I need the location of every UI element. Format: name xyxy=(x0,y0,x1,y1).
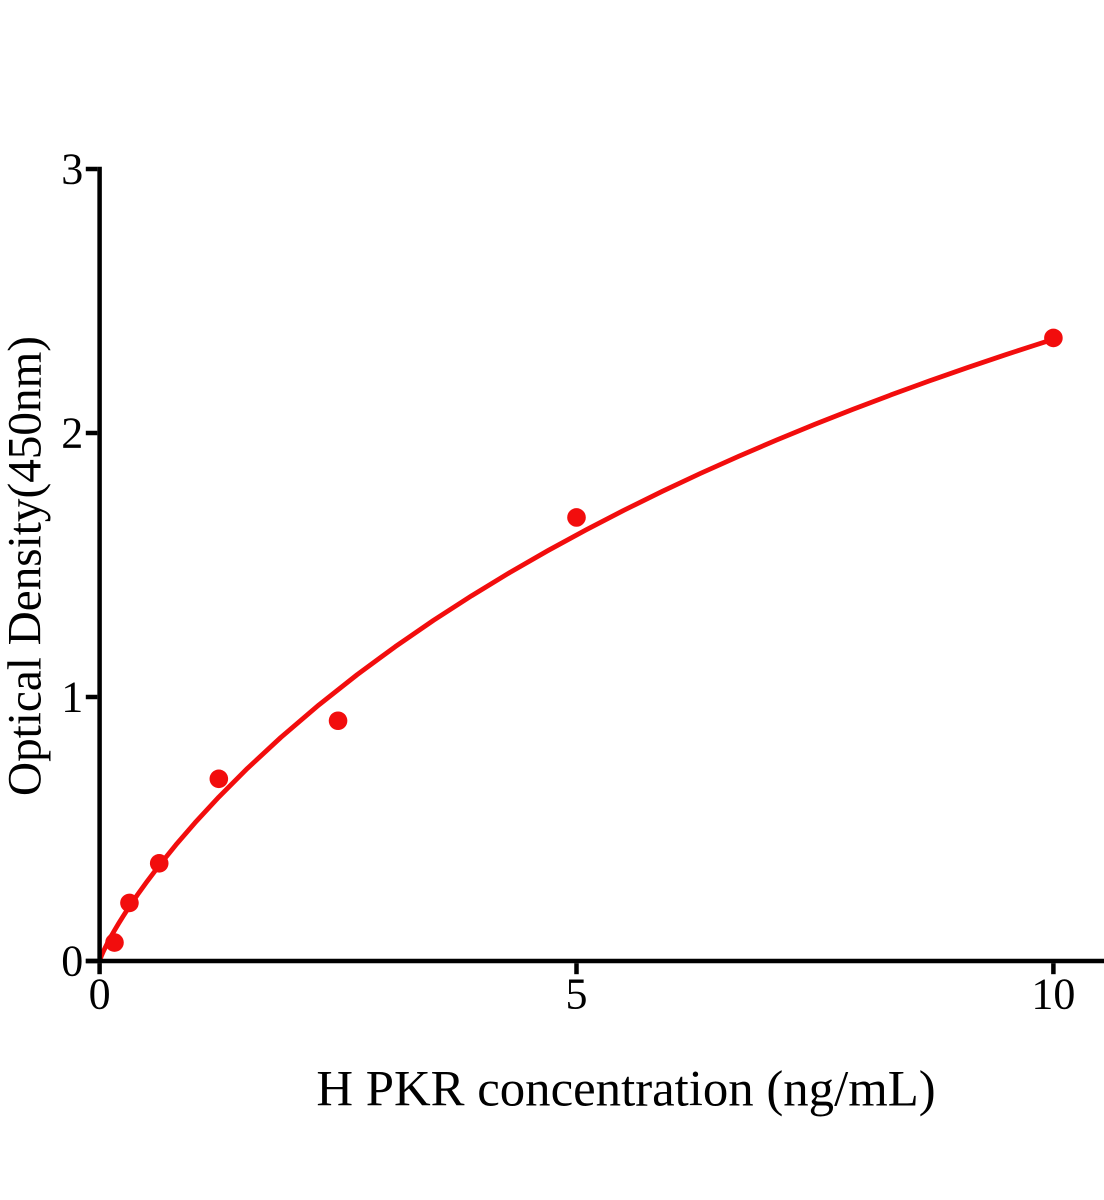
data-point xyxy=(105,933,124,952)
x-tick-label-10: 10 xyxy=(1031,970,1075,1019)
axes-layer xyxy=(85,166,1104,975)
x-tick-label-0: 0 xyxy=(89,970,111,1019)
data-point xyxy=(209,769,229,789)
data-layer xyxy=(99,328,1063,961)
labels-layer: 0 5 10 0 1 2 3 H PKR concentration (ng/mL) Op… xyxy=(0,145,1075,1117)
x-axis-tick-labels: 0 5 10 xyxy=(89,970,1076,1019)
data-point xyxy=(328,711,348,731)
x-axis-ticks xyxy=(97,963,1056,975)
y-axis-ticks xyxy=(85,166,98,964)
y-tick-label-3: 3 xyxy=(61,145,83,194)
data-point xyxy=(567,508,586,527)
y-axis-title: Optical Density(450nm) xyxy=(0,336,52,796)
scatter-points xyxy=(105,328,1063,952)
y-tick-label-0: 0 xyxy=(61,937,83,986)
fitted-curve-line xyxy=(99,336,1057,961)
x-tick-label-5: 5 xyxy=(566,970,588,1019)
y-tick-label-1: 1 xyxy=(61,673,83,722)
x-axis-title: H PKR concentration (ng/mL) xyxy=(316,1061,935,1117)
data-point xyxy=(1044,328,1063,348)
y-axis-tick-labels: 0 1 2 3 xyxy=(61,145,83,986)
y-tick-label-2: 2 xyxy=(61,409,83,458)
data-point xyxy=(120,893,139,913)
data-point xyxy=(149,854,169,873)
